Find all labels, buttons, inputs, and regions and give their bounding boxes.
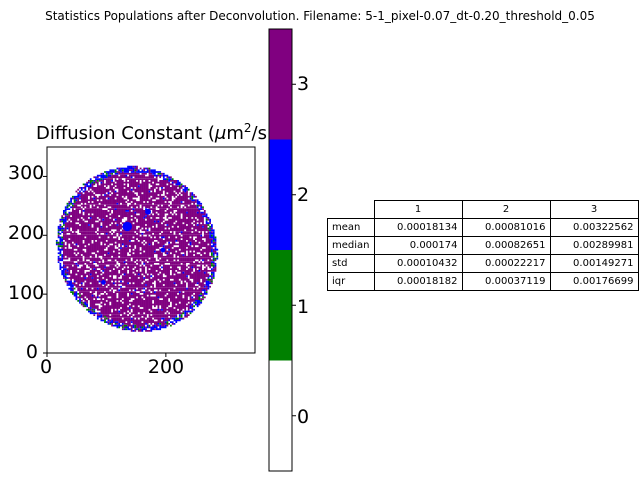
table-cell: 0.000174 [373, 236, 463, 255]
title-suffix: /s) [251, 123, 274, 144]
x-tick-label: 200 [147, 356, 185, 378]
heatmap-blue-cluster [122, 221, 132, 232]
colorbar-tick-label: 0 [297, 406, 310, 428]
column-header: 1 [373, 200, 463, 219]
row-label: std [327, 254, 375, 273]
row-label: mean [327, 218, 375, 237]
colorbar-segment [269, 139, 292, 250]
table-row: std 0.00010432 0.00022217 0.00149271 [327, 254, 639, 273]
table-cell: 0.00022217 [461, 254, 551, 273]
table-cell: 0.00082651 [461, 236, 551, 255]
heatmap-blue-cluster [101, 280, 106, 285]
colorbar-tick-label: 2 [297, 184, 310, 206]
table-corner [328, 201, 375, 219]
table-cell: 0.00322562 [549, 218, 639, 237]
image-axes-frame [46, 146, 256, 354]
y-tick-label: 0 [25, 341, 38, 363]
colorbar-frame [268, 28, 293, 472]
y-tick-label: 100 [8, 282, 45, 304]
colorbar-segment [269, 250, 292, 361]
table-cell: 0.00018182 [373, 272, 463, 291]
row-label: median [327, 236, 375, 255]
table-cell: 0.00037119 [461, 272, 551, 291]
table-cell: 0.00018134 [373, 218, 463, 237]
table-header-row: 1 2 3 [328, 200, 639, 219]
image-axes-title: Diffusion Constant (μm2/s) [36, 121, 276, 144]
title-mu: μ [214, 123, 227, 144]
colorbar-segment [269, 29, 292, 140]
colorbar-tick-label: 1 [297, 296, 310, 318]
table-cell: 0.00176699 [549, 272, 639, 291]
table-cell: 0.00081016 [461, 218, 551, 237]
table-row: iqr 0.00018182 0.00037119 0.00176699 [327, 272, 639, 291]
table-row: mean 0.00018134 0.00081016 0.00322562 [327, 218, 639, 237]
title-unit: m [226, 123, 244, 144]
table-cell: 0.00010432 [373, 254, 463, 273]
statistics-table: 1 2 3 mean 0.00018134 0.00081016 0.00322… [327, 200, 639, 291]
column-header: 3 [549, 200, 639, 219]
heatmap-blue-cluster [145, 208, 151, 215]
y-tick-label: 300 [8, 162, 45, 184]
colorbar-tick-label: 3 [297, 73, 310, 95]
column-header: 2 [461, 200, 551, 219]
table-row: median 0.000174 0.00082651 0.00289981 [327, 236, 639, 255]
row-label: iqr [327, 272, 375, 291]
x-tick-label: 0 [39, 356, 53, 378]
title-prefix: Diffusion Constant ( [36, 123, 215, 144]
y-tick-label: 200 [8, 222, 45, 244]
table-cell: 0.00289981 [549, 236, 639, 255]
colorbar-segment [269, 360, 292, 471]
heatmap-purple-cells [57, 165, 217, 332]
heatmap-blue-cluster [160, 247, 166, 253]
table-cell: 0.00149271 [549, 254, 639, 273]
figure-suptitle: Statistics Populations after Deconvoluti… [45, 9, 595, 23]
title-superscript: 2 [243, 121, 252, 135]
